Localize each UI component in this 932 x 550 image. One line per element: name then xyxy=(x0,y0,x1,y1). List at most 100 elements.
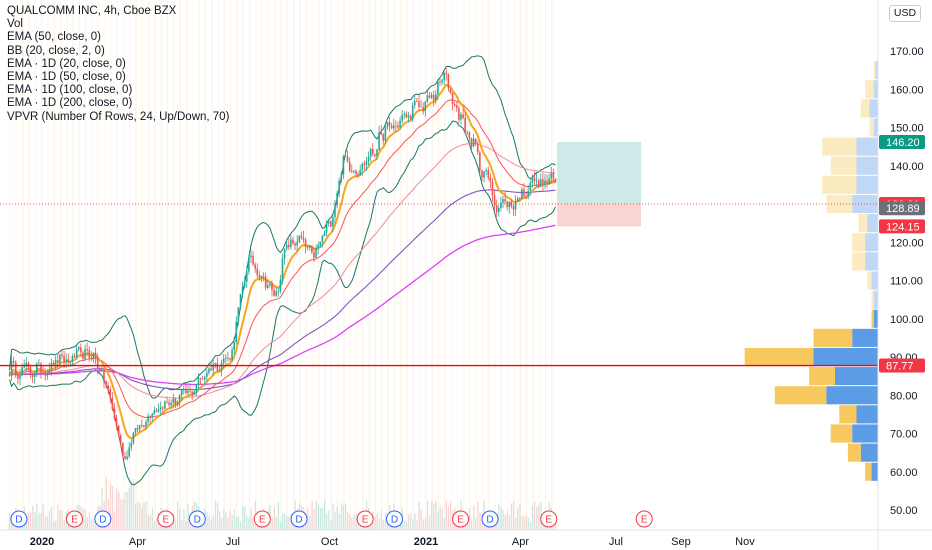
background-band xyxy=(406,0,408,530)
earnings-marker-label: E xyxy=(641,515,648,526)
candle-body xyxy=(287,244,290,248)
candle-body xyxy=(550,172,553,179)
candle-body xyxy=(458,107,460,120)
legend-title[interactable]: QUALCOMM INC, 4h, Cboe BZX xyxy=(7,5,177,17)
candle-body xyxy=(33,373,36,378)
background-band xyxy=(299,0,301,530)
background-band xyxy=(47,0,49,530)
volume-bar xyxy=(500,507,502,530)
candle-body xyxy=(483,171,485,178)
legend-item-volume[interactable]: Vol xyxy=(7,18,23,31)
candle-body xyxy=(447,74,450,89)
candle-body xyxy=(59,354,61,363)
volume-bar xyxy=(479,512,481,530)
candle-body xyxy=(229,358,231,360)
candle-body xyxy=(462,114,464,118)
candle-body xyxy=(216,363,219,371)
vpvr-up-bar xyxy=(852,252,866,271)
background-band xyxy=(103,0,106,530)
background-band xyxy=(324,0,326,530)
legend-item-ema-1d-100[interactable]: EMA · 1D (100, close, 0) xyxy=(7,84,133,97)
candle-body xyxy=(161,407,164,409)
price-tag xyxy=(879,219,925,234)
legend-item-ema-1d-50[interactable]: EMA · 1D (50, close, 0) xyxy=(7,71,126,84)
candle-body xyxy=(258,275,261,278)
candle-body xyxy=(434,94,437,101)
candle-body xyxy=(317,245,319,249)
legend-item-vpvr[interactable]: VPVR (Number Of Rows, 24, Up/Down, 70) xyxy=(7,110,230,123)
candle-body xyxy=(413,101,416,106)
background-band xyxy=(437,0,440,530)
candle-body xyxy=(195,384,198,392)
candle-body xyxy=(327,221,330,224)
candle-body xyxy=(54,360,57,365)
candle-body xyxy=(542,179,544,185)
currency-button[interactable]: USD xyxy=(889,5,921,22)
background-band xyxy=(223,0,225,530)
candle-body xyxy=(390,125,393,129)
volume-bar xyxy=(447,506,450,530)
candle-body xyxy=(84,349,86,359)
candle-body xyxy=(432,95,435,101)
candle-body xyxy=(401,115,403,121)
legend-item-bollinger[interactable]: BB (20, close, 2, 0) xyxy=(7,44,105,57)
event-marker xyxy=(290,510,308,528)
candle-body xyxy=(189,390,191,392)
volume-bar xyxy=(48,510,51,530)
vpvr-up-bar xyxy=(871,309,874,328)
volume-bar xyxy=(523,515,525,530)
volume-bar xyxy=(134,504,137,530)
event-marker xyxy=(10,510,28,528)
vpvr-down-bar xyxy=(860,443,878,462)
volume-bar xyxy=(90,519,93,530)
volume-bar xyxy=(88,512,91,530)
volume-bar xyxy=(342,505,345,530)
candle-body xyxy=(319,241,322,246)
volume-bar xyxy=(63,520,65,530)
vpvr-up-bar xyxy=(847,443,861,462)
volume-bar xyxy=(34,511,36,530)
legend-item-ema-1d-20[interactable]: EMA · 1D (20, close, 0) xyxy=(7,57,126,70)
legend-item-ema50[interactable]: EMA (50, close, 0) xyxy=(7,31,101,44)
background-band xyxy=(129,0,131,530)
candle-body xyxy=(227,358,229,359)
candle-body xyxy=(497,207,500,212)
candle-body xyxy=(296,241,298,246)
background-band xyxy=(141,0,143,530)
earnings-marker-label: E xyxy=(259,515,266,526)
candle-body xyxy=(277,291,280,292)
volume-bar xyxy=(242,505,244,530)
background-band xyxy=(173,0,175,530)
background-band xyxy=(15,0,17,530)
price-tag-label: 146.20 xyxy=(886,137,920,149)
candle-body xyxy=(350,170,353,172)
legend-item-ema-1d-200[interactable]: EMA · 1D (200, close, 0) xyxy=(7,97,133,110)
background-band xyxy=(154,0,156,530)
candle-body xyxy=(132,432,135,444)
vpvr-up-bar xyxy=(858,214,868,233)
volume-bar xyxy=(319,507,322,530)
background-band xyxy=(160,0,162,530)
candle-body xyxy=(409,115,412,120)
vpvr-up-bar xyxy=(860,99,870,118)
time-tick-label: Nov xyxy=(735,536,755,548)
volume-bar xyxy=(29,512,32,530)
background-band xyxy=(280,0,282,530)
volume-bar xyxy=(214,500,217,530)
background-band xyxy=(261,0,263,530)
candle-body xyxy=(143,425,145,427)
volume-bar xyxy=(281,513,284,530)
volume-bar xyxy=(424,517,427,530)
candle-body xyxy=(428,95,431,98)
candle-body xyxy=(527,191,529,197)
volume-bar xyxy=(128,488,130,530)
candle-body xyxy=(231,349,233,360)
event-marker xyxy=(540,510,558,528)
volume-bar xyxy=(443,518,445,530)
candle-body xyxy=(399,120,401,128)
candle-body xyxy=(323,232,326,236)
candle-body xyxy=(371,148,374,155)
candle-body xyxy=(206,372,208,377)
profit-zone xyxy=(557,142,642,204)
